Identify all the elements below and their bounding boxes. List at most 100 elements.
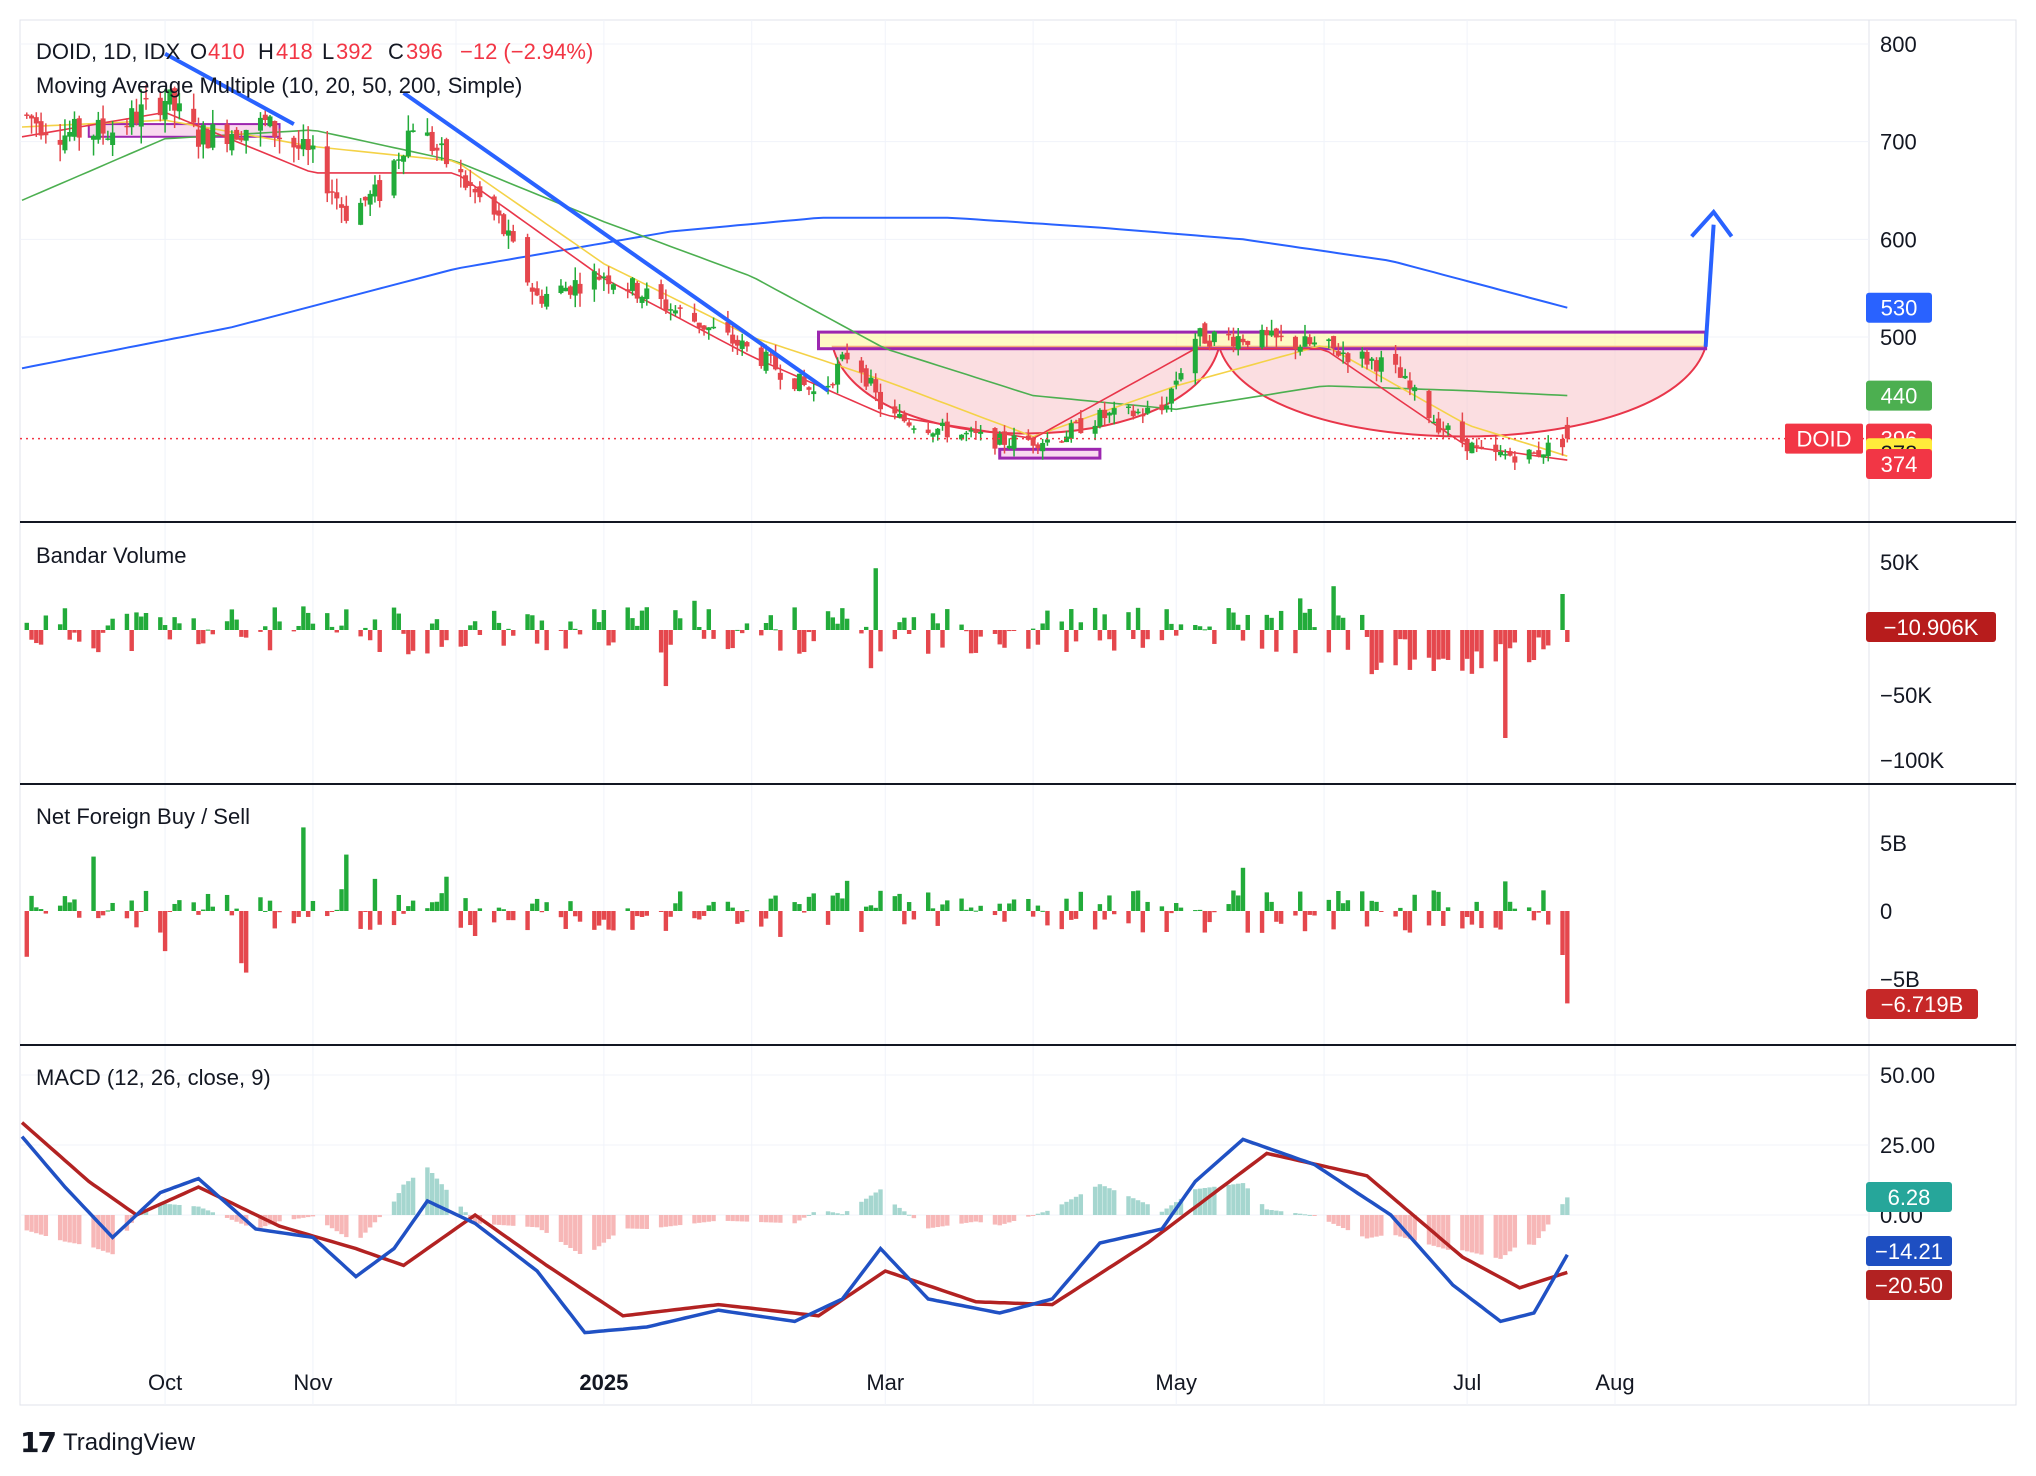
bandar-volume-bar (959, 624, 964, 630)
bandar-volume-bar (325, 613, 330, 630)
net-foreign-bar (1541, 890, 1546, 911)
bandar-volume-title[interactable]: Bandar Volume (36, 543, 186, 568)
candle-body (143, 97, 149, 100)
time-tick-label: Oct (148, 1370, 182, 1395)
bandar-volume-bar (29, 630, 34, 640)
macd-histogram-bar (906, 1214, 912, 1216)
macd-histogram-bar (1541, 1215, 1546, 1232)
net-foreign-bar (1240, 867, 1246, 911)
candle-body (1402, 375, 1408, 379)
time-axis[interactable]: Oct Nov 2025 Mar May Jul Aug (148, 1370, 1635, 1395)
bandar-volume-bar (1340, 617, 1346, 630)
candle-body (930, 433, 936, 437)
candle-body (1278, 335, 1284, 338)
net-foreign-bar (410, 900, 416, 911)
candle-body (1068, 423, 1074, 439)
macd-title[interactable]: MACD (12, 26, close, 9) (36, 1065, 271, 1090)
macd-histogram-bar (873, 1192, 878, 1215)
macd-histogram-bar (544, 1215, 549, 1233)
candle-body (696, 322, 702, 328)
cup-pattern-right (1217, 345, 1707, 438)
tradingview-logo[interactable]: 17 TradingView (20, 1426, 195, 1459)
net-foreign-bar (825, 911, 831, 925)
macd-histogram-bar (239, 1215, 244, 1224)
bandar-volume-bar (1512, 630, 1518, 643)
bandar-volume-bar (1507, 630, 1513, 649)
candle-body (1140, 414, 1146, 417)
candle-body (195, 129, 201, 147)
macd-histogram-bar (1278, 1211, 1284, 1215)
candle-body (76, 118, 82, 138)
macd-histogram-bar (1474, 1215, 1479, 1254)
net-foreign-bar (1026, 898, 1031, 911)
bandar-volume-bar (62, 608, 68, 630)
bandar-volume-bar (730, 630, 735, 649)
candle-body (434, 147, 440, 151)
candle-body (229, 134, 235, 151)
candle-body (1459, 421, 1465, 442)
net-foreign-bar (973, 910, 979, 912)
symbol-label[interactable]: DOID, 1D, IDX (36, 39, 181, 64)
price-badge: 440 (1866, 380, 1932, 411)
bandar-volume-bar (1102, 614, 1107, 630)
time-tick-label: 2025 (579, 1370, 628, 1395)
candle-body (1297, 346, 1303, 352)
net-foreign-bar (124, 911, 130, 919)
bandar-volume-bar (1498, 630, 1503, 645)
net-foreign-pane[interactable]: Net Foreign Buy / Sell (24, 804, 1570, 1004)
time-tick-label: Aug (1595, 1370, 1634, 1395)
macd-histogram-bar (406, 1181, 411, 1215)
candle-body (1006, 445, 1012, 449)
candle-body (1230, 336, 1236, 347)
macd-histogram-bar (840, 1214, 845, 1216)
bandar-volume-bar (1336, 615, 1341, 630)
bandar-volume-bar (1493, 630, 1498, 662)
candle-body (777, 372, 783, 380)
price-pane[interactable]: DOID, 1D, IDX O 410 H 418 L 392 C 396 −1… (20, 39, 1869, 470)
bandar-volume-bar (997, 630, 1002, 645)
candle-body (1412, 387, 1418, 392)
macd-histogram-bar (663, 1215, 669, 1227)
bandar-volume-bar (496, 622, 502, 630)
candle-body (672, 310, 678, 314)
bandar-volume-bar (1131, 630, 1136, 640)
net-foreign-bar (267, 900, 273, 911)
bandar-volume-pane[interactable]: Bandar Volume (24, 543, 1570, 738)
candle-body (811, 391, 817, 395)
candle-body (38, 121, 44, 136)
net-foreign-bar (1212, 911, 1217, 913)
net-foreign-bar (172, 903, 177, 911)
macd-histogram-bar (1412, 1215, 1417, 1241)
bandar-volume-bar (429, 623, 435, 630)
macd-histogram-bar (606, 1215, 611, 1240)
macd-histogram-bar (1531, 1215, 1537, 1245)
ma-indicator-label[interactable]: Moving Average Multiple (10, 20, 50, 200… (36, 73, 522, 98)
macd-pane[interactable]: MACD (12, 26, close, 9) (20, 1065, 1570, 1335)
macd-histogram-bar (964, 1215, 969, 1223)
net-foreign-bar (1236, 895, 1241, 911)
price-axis[interactable]: 800 700 600 500 (1880, 32, 1917, 350)
candle-body (1526, 449, 1532, 460)
net-foreign-bar (830, 895, 836, 911)
net-foreign-bar (243, 911, 249, 973)
bandar-volume-bar (167, 630, 173, 640)
candle-body (525, 237, 531, 283)
bandar-volume-bar (792, 607, 797, 630)
net-foreign-bar (29, 895, 34, 911)
macd-histogram-bar (1135, 1200, 1141, 1215)
candle-body (1431, 421, 1437, 424)
candle-body (1474, 445, 1480, 447)
macd-histogram-bar (530, 1215, 535, 1228)
candle-body (1264, 330, 1270, 336)
bandar-volume-bar (1278, 610, 1284, 630)
net-foreign-bar (1264, 892, 1270, 911)
candle-body (1397, 367, 1403, 378)
bandar-volume-bar (305, 612, 311, 630)
macd-histogram-bar (143, 1210, 149, 1215)
macd-histogram-bar (1374, 1215, 1379, 1237)
candle-body (1507, 451, 1513, 456)
net-foreign-title[interactable]: Net Foreign Buy / Sell (36, 804, 250, 829)
net-foreign-bar (196, 911, 201, 915)
net-foreign-bar (959, 898, 964, 911)
